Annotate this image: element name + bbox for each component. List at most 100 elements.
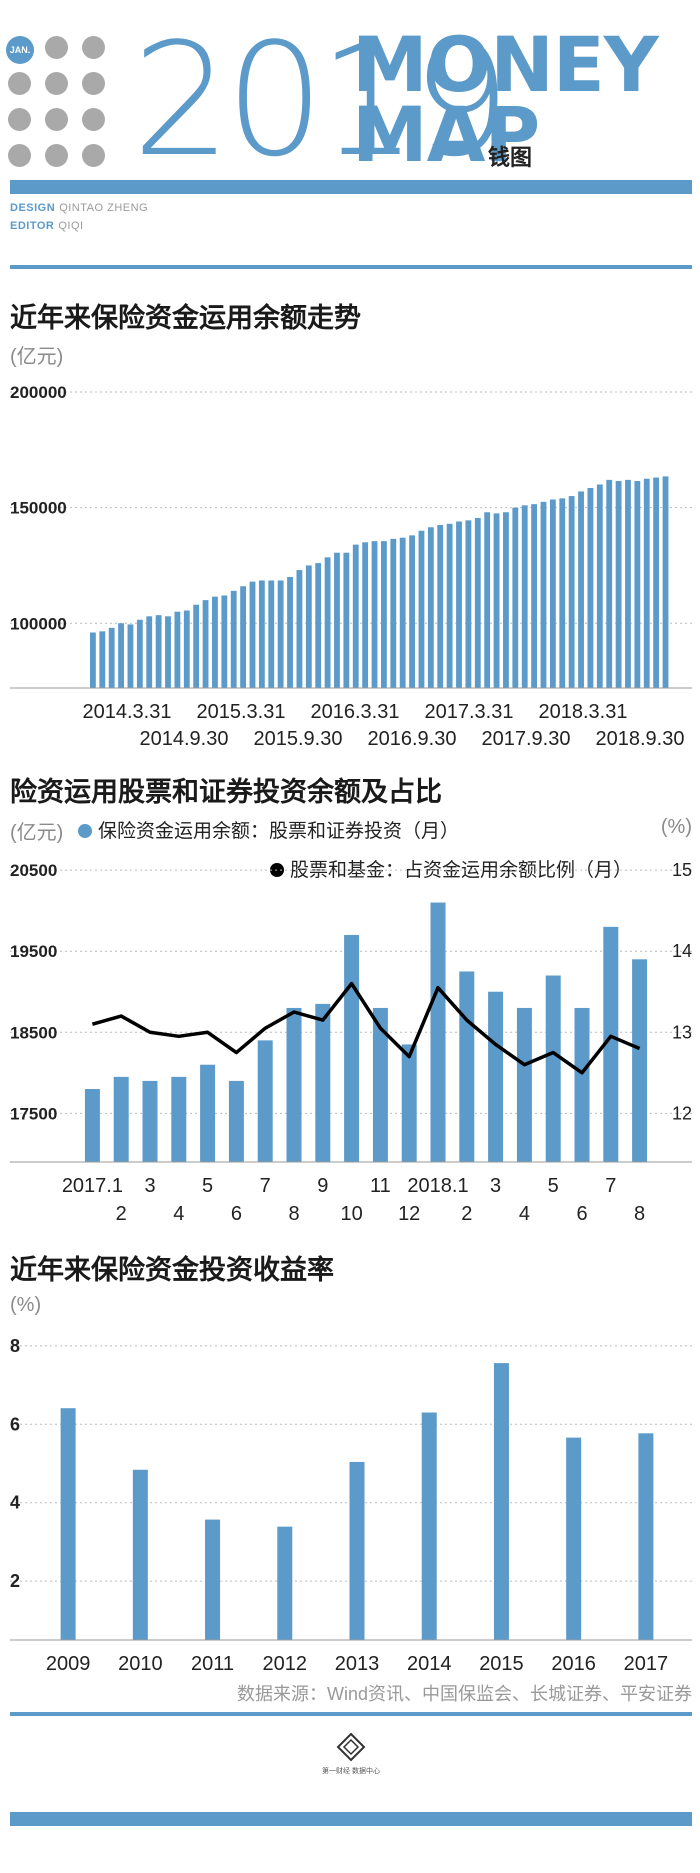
chart3-bar: [421, 1412, 437, 1640]
chart1-bar: [409, 535, 415, 688]
chart1-bar: [202, 600, 209, 688]
chart1-xtick-label: 2015.3.31: [197, 701, 286, 723]
header-money-map: MONEY MAP: [352, 20, 659, 173]
chart1-bar: [277, 580, 284, 688]
design-value: QINTAO ZHENG: [59, 202, 149, 214]
footer-rule-bottom: [10, 1812, 692, 1826]
chart2-xtick-label: 4: [519, 1203, 530, 1225]
chart2-xtick-label: 5: [202, 1175, 213, 1197]
chart3-bar: [493, 1363, 509, 1640]
chart1-bar: [99, 631, 106, 688]
chart2-bar: [372, 1007, 388, 1162]
chart1-xtick-label: 2017.9.30: [482, 728, 571, 750]
chart2-xtick-label: 3: [490, 1175, 501, 1197]
chart2-bar: [545, 975, 561, 1162]
chart2-xtick-label: 6: [231, 1203, 242, 1225]
chart1-bar: [512, 507, 519, 688]
cbn-data-logo-icon: [336, 1732, 366, 1762]
chart1-bar: [183, 610, 190, 688]
chart2-bar: [459, 971, 475, 1162]
chart1-bar: [230, 590, 237, 688]
chart2-bar: [488, 991, 504, 1162]
chart2-bar: [574, 1007, 590, 1162]
chart1-xtick-label: 2014.3.31: [83, 701, 172, 723]
chart3-ytick-label: 8: [10, 1336, 20, 1356]
chart2-xtick-label: 4: [173, 1203, 184, 1225]
chart1-bar: [136, 619, 143, 688]
chart2-xtick-label: 3: [144, 1175, 155, 1197]
chart3-unit: (%): [10, 1294, 42, 1316]
chart1-xtick-label: 2016.3.31: [311, 701, 400, 723]
grid-dot: [45, 144, 68, 167]
chart1-bar: [381, 541, 387, 688]
chart1-bar: [193, 604, 200, 688]
chart1-bar: [146, 616, 153, 688]
chart3-xtick-label: 2009: [46, 1653, 91, 1675]
chart2-y2tick-label: 14: [672, 941, 692, 961]
chart2-xtick-label: 8: [288, 1203, 299, 1225]
chart1-bar: [212, 596, 218, 688]
chart1-bar: [446, 523, 453, 688]
chart2-xtick-label: 5: [548, 1175, 559, 1197]
chart1-bar: [643, 478, 650, 688]
grid-dot: [82, 36, 105, 59]
chart1-bar: [240, 586, 247, 688]
chart2-bar: [142, 1080, 158, 1162]
chart1-bar: [287, 577, 293, 688]
chart3-bar: [349, 1461, 365, 1640]
chart3-title: 近年来保险资金投资收益率: [10, 1255, 334, 1285]
chart2-ytick-label: 20500: [10, 861, 57, 880]
chart3-xtick-label: 2015: [479, 1653, 524, 1675]
chart2-unit-right: (%): [660, 816, 692, 838]
header-money-line1: MONEY: [352, 20, 659, 109]
chart2-xtick-label: 10: [340, 1203, 362, 1225]
design-credit: DESIGN QINTAO ZHENG: [10, 202, 148, 214]
chart1-xtick-label: 2016.9.30: [368, 728, 457, 750]
chart2-bar: [84, 1089, 100, 1162]
chart1-bar: [587, 487, 594, 688]
chart2-y2tick-label: 13: [672, 1022, 692, 1042]
chart1-bar: [371, 541, 378, 688]
chart2-bar: [401, 1044, 417, 1162]
chart2-bar: [113, 1076, 129, 1162]
chart1-bar: [258, 580, 265, 688]
chart1-xtick-label: 2018.3.31: [539, 701, 628, 723]
header-year: 2019: [132, 9, 511, 191]
design-label: DESIGN: [10, 202, 56, 214]
chart2-ytick-label: 17500: [10, 1104, 57, 1123]
grid-dot: [45, 72, 68, 95]
chart1-bar: [559, 498, 566, 688]
chart1-bar: [352, 544, 359, 688]
chart3-ytick-label: 2: [10, 1571, 20, 1591]
chart1-bar: [324, 557, 331, 688]
chart1-bar: [484, 512, 491, 688]
chart1-unit: (亿元): [10, 346, 64, 368]
chart2-y2tick-label: 15: [672, 860, 692, 880]
chart2-ytick-label: 19500: [10, 942, 57, 961]
chart2-bar: [228, 1080, 244, 1162]
grid-dot: [45, 108, 68, 131]
section-rule: [10, 265, 692, 269]
chart1-xtick-label: 2015.9.30: [254, 728, 343, 750]
chart2-xtick-label: 6: [576, 1203, 587, 1225]
chart3-bar: [60, 1408, 76, 1640]
chart1-bar: [503, 512, 509, 688]
footer-rule-top: [10, 1712, 692, 1716]
chart2-xtick-label: 7: [260, 1175, 271, 1197]
chart2-bar: [200, 1064, 216, 1162]
chart1-bar: [578, 491, 584, 688]
legend-bar-label: 保险资金运用余额：股票和证券投资（月）: [98, 821, 460, 842]
grid-dot: [82, 144, 105, 167]
chart1-bar: [596, 484, 603, 688]
chart3-bar: [132, 1469, 148, 1640]
logo-text: 第一财经 数据中心: [322, 1768, 380, 1775]
chart2-bar: [286, 1007, 302, 1162]
chart1-bar: [127, 624, 134, 688]
chart3-bar: [205, 1519, 221, 1640]
chart3-xtick-label: 2016: [551, 1653, 596, 1675]
chart2-y2tick-label: 12: [672, 1103, 692, 1123]
editor-value: QIQI: [58, 220, 84, 232]
chart2-title: 险资运用股票和证券投资余额及占比: [10, 777, 442, 807]
chart1-title: 近年来保险资金运用余额走势: [10, 303, 361, 333]
chart2-xtick-label: 2017.1: [62, 1175, 123, 1197]
